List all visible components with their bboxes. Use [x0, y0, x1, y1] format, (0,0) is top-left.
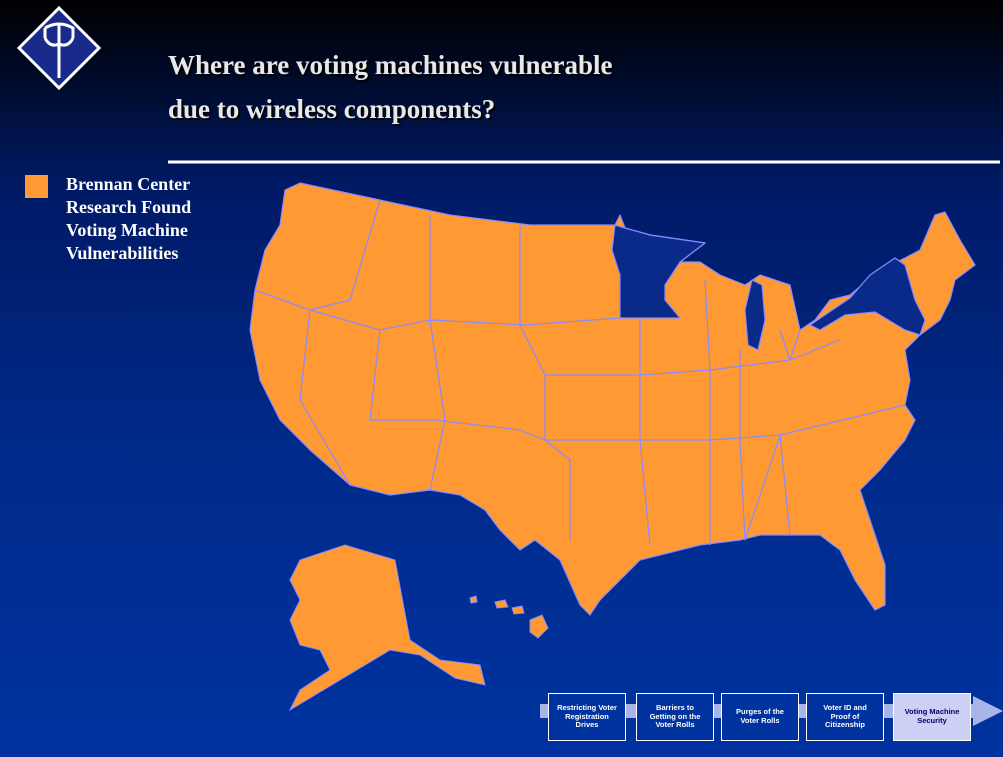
state-borders	[704, 279, 711, 545]
minnesota	[611, 224, 706, 319]
new-york	[809, 257, 926, 336]
nav-step: Voting Machine Security	[893, 693, 971, 741]
title-line: Where are voting machines vulnerable	[168, 50, 613, 80]
state-borders	[639, 318, 651, 546]
legend-label: Research Found	[66, 197, 192, 217]
legend-label: Brennan Center	[66, 174, 191, 194]
hawaii	[494, 599, 509, 609]
nav-step: Restricting Voter Registration Drives	[548, 693, 626, 741]
logo	[16, 5, 102, 91]
us-map	[249, 182, 976, 616]
hawaii	[469, 595, 478, 604]
legend-swatch	[25, 175, 48, 198]
nav-step: Voter ID and Proof of Citizenship	[806, 693, 884, 741]
title-line: due to wireless components?	[168, 94, 496, 124]
state-borders	[299, 309, 351, 486]
alaska-hawaii	[288, 544, 549, 712]
state-borders	[429, 215, 446, 491]
contiguous-us	[249, 182, 976, 616]
nav-step: Barriers to Getting on the Voter Rolls	[636, 693, 714, 741]
lake-michigan	[744, 279, 766, 351]
state-borders	[739, 350, 791, 541]
state-borders	[779, 329, 801, 361]
state-borders	[309, 199, 381, 311]
legend-label: Vulnerabilities	[66, 243, 179, 263]
alaska	[288, 544, 486, 712]
state-borders	[519, 225, 571, 540]
nav-step: Purges of the Voter Rolls	[721, 693, 799, 741]
state-borders	[254, 289, 621, 331]
hawaii	[529, 614, 549, 639]
hawaii	[511, 605, 525, 615]
legend-label: Voting Machine	[66, 220, 188, 240]
